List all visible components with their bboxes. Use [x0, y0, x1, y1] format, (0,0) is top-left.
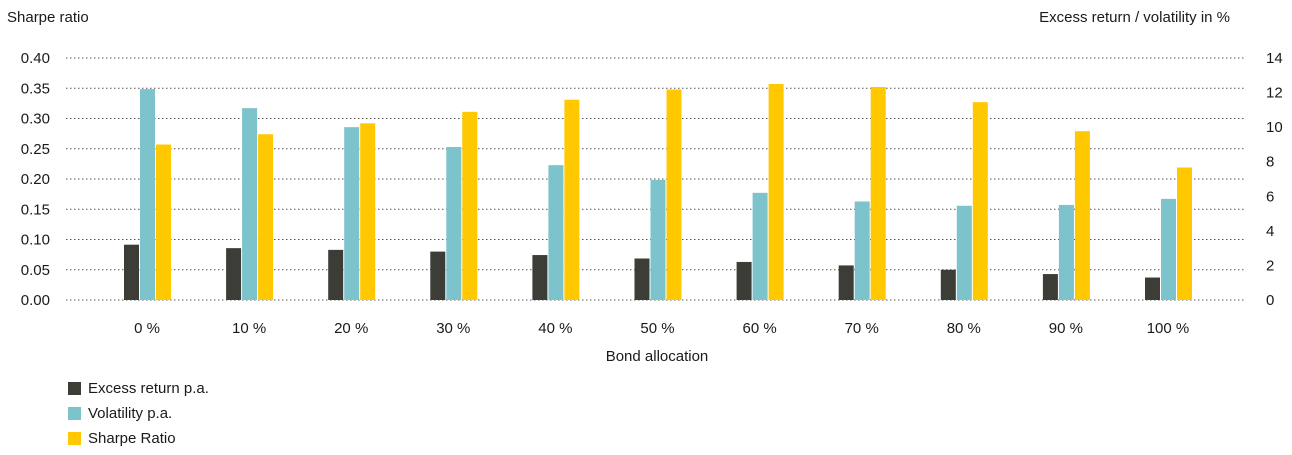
right-tick-label: 4 — [1266, 223, 1274, 240]
x-tick-label: 10 % — [232, 320, 266, 337]
combo-bar-chart: Sharpe ratio Excess return / volatility … — [7, 9, 1283, 365]
bar-sharpe-ratio — [1074, 131, 1090, 300]
bar-volatility — [956, 205, 972, 300]
bar-volatility — [548, 165, 564, 300]
bar-sharpe-ratio — [666, 89, 682, 301]
bar-volatility — [650, 179, 666, 300]
bar-volatility — [344, 127, 360, 301]
bar-sharpe-ratio — [768, 84, 784, 300]
bar-excess-return — [838, 265, 854, 300]
right-tick-label: 8 — [1266, 154, 1274, 171]
left-tick-label: 0.00 — [21, 292, 50, 309]
left-axis-label: Sharpe ratio — [7, 9, 89, 26]
x-tick-label: 100 % — [1147, 320, 1190, 337]
right-tick-label: 2 — [1266, 257, 1274, 274]
bar-excess-return — [226, 248, 242, 300]
bar-marks — [124, 84, 1192, 301]
bar-sharpe-ratio — [360, 123, 376, 300]
x-tick-label: 70 % — [845, 320, 879, 337]
bar-sharpe-ratio — [156, 144, 171, 300]
x-axis-label: Bond allocation — [606, 348, 709, 365]
left-axis-ticks: 0.00 0.05 0.10 0.15 0.20 0.25 0.30 0.35 0.40 — [21, 50, 50, 309]
x-axis-ticks: 0 % 10 % 20 % 30 % 40 % 50 % 60 % 70 % 80 % 90 % 1… — [134, 320, 1189, 337]
bar-volatility — [446, 147, 462, 300]
bar-sharpe-ratio — [972, 102, 988, 300]
left-tick-label: 0.05 — [21, 262, 50, 279]
right-tick-label: 10 — [1266, 119, 1283, 136]
bar-excess-return — [1145, 277, 1160, 300]
x-tick-label: 90 % — [1049, 320, 1083, 337]
legend-item-sharpe-ratio: Sharpe Ratio — [68, 426, 209, 451]
left-tick-label: 0.35 — [21, 80, 50, 97]
bar-excess-return — [430, 251, 446, 300]
left-tick-label: 0.25 — [21, 141, 50, 158]
legend-swatch-sharpe-ratio — [68, 432, 81, 445]
x-tick-label: 50 % — [640, 320, 674, 337]
bar-sharpe-ratio — [1177, 167, 1192, 300]
bar-sharpe-ratio — [462, 111, 478, 300]
legend: Excess return p.a. Volatility p.a. Sharp… — [68, 376, 209, 451]
bar-volatility — [242, 108, 258, 300]
legend-swatch-volatility — [68, 407, 81, 420]
right-tick-label: 0 — [1266, 292, 1274, 309]
bar-excess-return — [532, 255, 548, 300]
left-tick-label: 0.10 — [21, 232, 50, 249]
bar-sharpe-ratio — [258, 134, 274, 300]
bar-volatility — [854, 201, 870, 300]
bar-sharpe-ratio — [870, 87, 886, 300]
bar-volatility — [1058, 204, 1074, 300]
left-tick-label: 0.15 — [21, 201, 50, 218]
legend-item-excess-return: Excess return p.a. — [68, 376, 209, 401]
right-tick-label: 12 — [1266, 85, 1283, 102]
left-tick-label: 0.20 — [21, 171, 50, 188]
right-tick-label: 6 — [1266, 188, 1274, 205]
x-tick-label: 30 % — [436, 320, 470, 337]
right-axis-label: Excess return / volatility in % — [1039, 9, 1230, 26]
bar-sharpe-ratio — [564, 99, 580, 301]
x-tick-label: 80 % — [947, 320, 981, 337]
legend-label: Volatility p.a. — [88, 405, 173, 422]
x-tick-label: 20 % — [334, 320, 368, 337]
x-tick-label: 0 % — [134, 320, 160, 337]
right-axis-ticks: 0 2 4 6 8 10 12 14 — [1266, 50, 1283, 309]
legend-swatch-excess-return — [68, 382, 81, 395]
x-tick-label: 60 % — [742, 320, 776, 337]
bar-volatility — [140, 89, 155, 300]
x-tick-label: 40 % — [538, 320, 572, 337]
bar-volatility — [752, 192, 768, 300]
bar-excess-return — [736, 261, 752, 300]
bar-volatility — [1161, 198, 1176, 300]
left-tick-label: 0.40 — [21, 50, 50, 67]
left-tick-label: 0.30 — [21, 111, 50, 128]
right-tick-label: 14 — [1266, 50, 1283, 67]
bar-excess-return — [634, 258, 650, 300]
bar-excess-return — [940, 269, 956, 300]
legend-label: Sharpe Ratio — [88, 430, 176, 447]
legend-item-volatility: Volatility p.a. — [68, 401, 209, 426]
bar-excess-return — [328, 249, 344, 300]
legend-label: Excess return p.a. — [88, 380, 209, 397]
bar-excess-return — [1042, 274, 1058, 300]
bar-excess-return — [124, 244, 139, 300]
